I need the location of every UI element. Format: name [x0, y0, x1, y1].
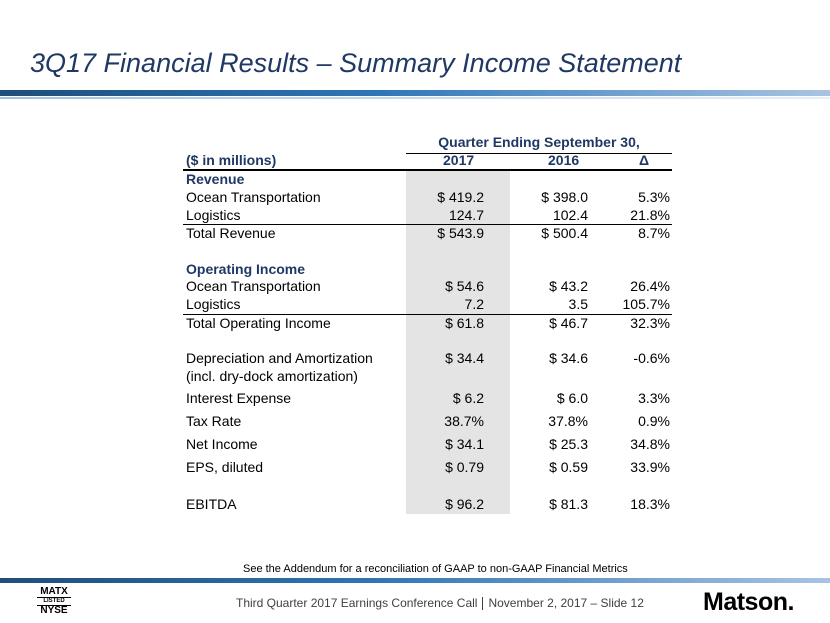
row-label: EBITDA	[186, 496, 237, 512]
value-2017: $ 61.8	[445, 315, 484, 331]
table-row: Ocean Transportation $ 419.2 $ 398.0 5.3…	[183, 189, 672, 207]
value-delta: 18.3%	[630, 496, 670, 512]
table-row: Tax Rate 38.7% 37.8% 0.9%	[183, 413, 672, 431]
logo-exchange: NYSE	[40, 605, 68, 616]
value-delta: 8.7%	[638, 225, 670, 241]
footer-date-slide: November 2, 2017 – Slide 12	[488, 596, 644, 610]
value-2016: $ 398.0	[541, 189, 588, 205]
footer-event: Third Quarter 2017 Earnings Conference C…	[236, 596, 478, 610]
value-2016: 102.4	[552, 207, 588, 223]
row-label: Depreciation and Amortization	[186, 350, 373, 366]
row-label: Total Revenue	[186, 225, 276, 241]
value-delta: 105.7%	[622, 296, 670, 312]
value-2017: 124.7	[448, 207, 484, 223]
col-header-delta: Δ	[639, 152, 650, 168]
value-delta: 21.8%	[630, 207, 670, 223]
title-rule	[0, 90, 830, 96]
value-2017: $ 34.4	[445, 350, 484, 366]
value-2017: $ 34.1	[445, 436, 484, 452]
value-delta: 5.3%	[638, 189, 670, 205]
table-row: Depreciation and Amortization $ 34.4 $ 3…	[183, 350, 672, 368]
section-label-revenue: Revenue	[186, 171, 245, 187]
value-delta: 3.3%	[638, 390, 670, 406]
column-2017-shading	[406, 171, 510, 514]
value-delta: 32.3%	[630, 315, 670, 331]
footer-rule	[0, 578, 830, 583]
col-header-2017: 2017	[443, 152, 475, 168]
value-2017: 7.2	[464, 296, 484, 312]
table-row: EPS, diluted $ 0.79 $ 0.59 33.9%	[183, 459, 672, 477]
table-row: EBITDA $ 96.2 $ 81.3 18.3%	[183, 496, 672, 514]
value-2017: $ 0.79	[445, 459, 484, 475]
table-row: Operating Income	[183, 261, 672, 279]
value-2016: $ 500.4	[541, 225, 588, 241]
row-label: Logistics	[186, 296, 241, 312]
value-2016: $ 34.6	[549, 350, 588, 366]
value-2016: $ 46.7	[549, 315, 588, 331]
footnote: See the Addendum for a reconciliation of…	[243, 563, 628, 575]
value-2017: 38.7%	[444, 413, 484, 429]
nyse-listed-logo: MATX LISTED NYSE	[37, 587, 71, 616]
row-label: Tax Rate	[186, 413, 242, 429]
value-2017: $ 96.2	[445, 496, 484, 512]
row-label: Ocean Transportation	[186, 278, 321, 294]
table-row-total: Total Revenue $ 543.9 $ 500.4 8.7%	[183, 224, 672, 243]
group-header-underline	[406, 153, 672, 154]
table-row: Interest Expense $ 6.2 $ 6.0 3.3%	[183, 390, 672, 408]
value-2017: $ 543.9	[437, 225, 484, 241]
table-row: Revenue	[183, 171, 672, 189]
value-2017: $ 6.2	[452, 390, 484, 406]
table-row-sublabel: (incl. dry-dock amortization)	[183, 368, 672, 386]
value-2016: $ 25.3	[549, 436, 588, 452]
value-2016: $ 43.2	[549, 278, 588, 294]
row-label: Logistics	[186, 207, 241, 223]
value-2016: $ 0.59	[549, 459, 588, 475]
logo-ticker: MATX	[40, 586, 68, 597]
table-row: Ocean Transportation $ 54.6 $ 43.2 26.4%	[183, 278, 672, 296]
table-row-total: Total Operating Income $ 61.8 $ 46.7 32.…	[183, 314, 672, 333]
row-label: Net Income	[186, 436, 258, 452]
group-header: Quarter Ending September 30,	[438, 134, 640, 150]
logo-listed: LISTED	[37, 597, 71, 606]
table-row: Net Income $ 34.1 $ 25.3 34.8%	[183, 436, 672, 454]
table-row: Logistics 124.7 102.4 21.8%	[183, 207, 672, 225]
header-underline	[183, 169, 672, 171]
footer-separator	[482, 597, 484, 611]
value-2017: $ 54.6	[445, 278, 484, 294]
value-delta: -0.6%	[633, 350, 670, 366]
value-delta: 0.9%	[638, 413, 670, 429]
value-delta: 34.8%	[630, 436, 670, 452]
row-label: Interest Expense	[186, 390, 292, 406]
row-label: Ocean Transportation	[186, 189, 321, 205]
row-sublabel: (incl. dry-dock amortization)	[186, 368, 358, 384]
section-label-operating-income: Operating Income	[186, 261, 306, 277]
value-delta: 33.9%	[630, 459, 670, 475]
row-label: EPS, diluted	[186, 459, 264, 475]
row-label: Total Operating Income	[186, 315, 331, 331]
slide-title: 3Q17 Financial Results – Summary Income …	[30, 48, 682, 78]
units-header: ($ in millions)	[186, 152, 277, 168]
value-2016: 3.5	[568, 296, 588, 312]
footer-text: Third Quarter 2017 Earnings Conference C…	[236, 596, 644, 611]
title-rule-thin	[0, 97, 830, 99]
table-row: Logistics 7.2 3.5 105.7%	[183, 296, 672, 314]
value-2016: $ 81.3	[549, 496, 588, 512]
value-2016: $ 6.0	[556, 390, 588, 406]
value-delta: 26.4%	[630, 278, 670, 294]
col-header-2016: 2016	[548, 152, 580, 168]
value-2017: $ 419.2	[437, 189, 484, 205]
value-2016: 37.8%	[548, 413, 588, 429]
matson-logo: Matson.	[703, 588, 794, 616]
